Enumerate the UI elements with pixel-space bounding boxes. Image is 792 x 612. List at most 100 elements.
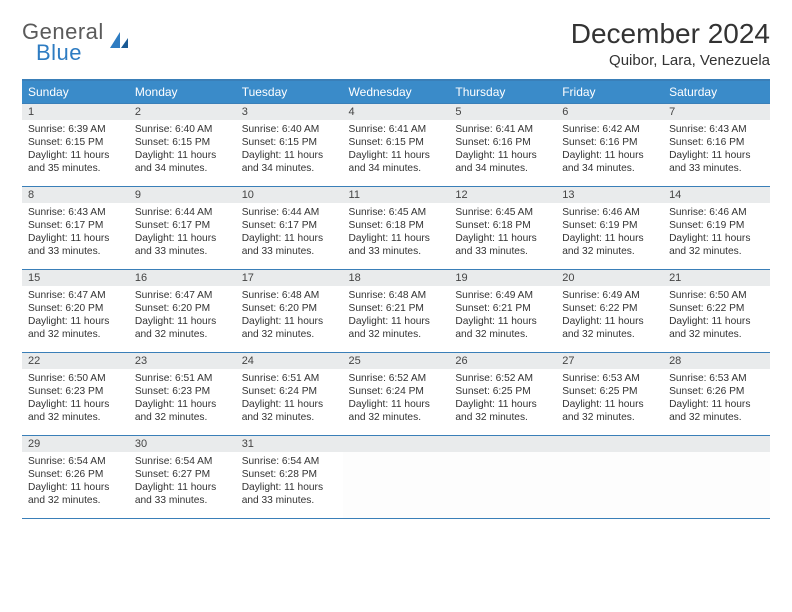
calendar-cell: 15Sunrise: 6:47 AMSunset: 6:20 PMDayligh… <box>22 270 129 353</box>
day-info: Sunrise: 6:50 AMSunset: 6:22 PMDaylight:… <box>663 286 770 345</box>
calendar-cell: 18Sunrise: 6:48 AMSunset: 6:21 PMDayligh… <box>343 270 450 353</box>
day-number: 2 <box>129 104 236 120</box>
day-number: 31 <box>236 436 343 452</box>
day-info: Sunrise: 6:45 AMSunset: 6:18 PMDaylight:… <box>449 203 556 262</box>
weekday-tuesday: Tuesday <box>236 80 343 104</box>
calendar-row: 22Sunrise: 6:50 AMSunset: 6:23 PMDayligh… <box>22 353 770 436</box>
day-number: 12 <box>449 187 556 203</box>
calendar-cell: 9Sunrise: 6:44 AMSunset: 6:17 PMDaylight… <box>129 187 236 270</box>
day-info: Sunrise: 6:40 AMSunset: 6:15 PMDaylight:… <box>236 120 343 179</box>
calendar-cell <box>343 436 450 519</box>
calendar-cell: 21Sunrise: 6:50 AMSunset: 6:22 PMDayligh… <box>663 270 770 353</box>
day-number: 6 <box>556 104 663 120</box>
day-info: Sunrise: 6:48 AMSunset: 6:21 PMDaylight:… <box>343 286 450 345</box>
day-number: 30 <box>129 436 236 452</box>
calendar-cell: 28Sunrise: 6:53 AMSunset: 6:26 PMDayligh… <box>663 353 770 436</box>
day-info: Sunrise: 6:43 AMSunset: 6:16 PMDaylight:… <box>663 120 770 179</box>
day-number: 8 <box>22 187 129 203</box>
day-info: Sunrise: 6:53 AMSunset: 6:25 PMDaylight:… <box>556 369 663 428</box>
day-info: Sunrise: 6:39 AMSunset: 6:15 PMDaylight:… <box>22 120 129 179</box>
calendar-cell: 11Sunrise: 6:45 AMSunset: 6:18 PMDayligh… <box>343 187 450 270</box>
day-number: 27 <box>556 353 663 369</box>
day-number: 19 <box>449 270 556 286</box>
day-number-empty <box>556 436 663 452</box>
calendar-cell: 26Sunrise: 6:52 AMSunset: 6:25 PMDayligh… <box>449 353 556 436</box>
day-number: 20 <box>556 270 663 286</box>
calendar-cell: 22Sunrise: 6:50 AMSunset: 6:23 PMDayligh… <box>22 353 129 436</box>
day-info: Sunrise: 6:44 AMSunset: 6:17 PMDaylight:… <box>236 203 343 262</box>
calendar-cell: 13Sunrise: 6:46 AMSunset: 6:19 PMDayligh… <box>556 187 663 270</box>
logo-text: General Blue <box>22 22 104 64</box>
day-number: 29 <box>22 436 129 452</box>
calendar-cell: 4Sunrise: 6:41 AMSunset: 6:15 PMDaylight… <box>343 104 450 187</box>
calendar-cell: 7Sunrise: 6:43 AMSunset: 6:16 PMDaylight… <box>663 104 770 187</box>
day-number: 4 <box>343 104 450 120</box>
day-info: Sunrise: 6:49 AMSunset: 6:21 PMDaylight:… <box>449 286 556 345</box>
page-header: General Blue December 2024 Quibor, Lara,… <box>22 18 770 69</box>
day-number: 9 <box>129 187 236 203</box>
calendar-cell: 24Sunrise: 6:51 AMSunset: 6:24 PMDayligh… <box>236 353 343 436</box>
day-info: Sunrise: 6:44 AMSunset: 6:17 PMDaylight:… <box>129 203 236 262</box>
day-info: Sunrise: 6:41 AMSunset: 6:16 PMDaylight:… <box>449 120 556 179</box>
day-number: 13 <box>556 187 663 203</box>
calendar-cell: 19Sunrise: 6:49 AMSunset: 6:21 PMDayligh… <box>449 270 556 353</box>
weekday-monday: Monday <box>129 80 236 104</box>
day-info: Sunrise: 6:54 AMSunset: 6:28 PMDaylight:… <box>236 452 343 511</box>
day-number: 15 <box>22 270 129 286</box>
day-info: Sunrise: 6:46 AMSunset: 6:19 PMDaylight:… <box>663 203 770 262</box>
calendar-cell: 30Sunrise: 6:54 AMSunset: 6:27 PMDayligh… <box>129 436 236 519</box>
weekday-thursday: Thursday <box>449 80 556 104</box>
calendar-cell: 23Sunrise: 6:51 AMSunset: 6:23 PMDayligh… <box>129 353 236 436</box>
day-info: Sunrise: 6:41 AMSunset: 6:15 PMDaylight:… <box>343 120 450 179</box>
day-info: Sunrise: 6:51 AMSunset: 6:23 PMDaylight:… <box>129 369 236 428</box>
day-number: 10 <box>236 187 343 203</box>
day-info: Sunrise: 6:48 AMSunset: 6:20 PMDaylight:… <box>236 286 343 345</box>
day-info: Sunrise: 6:40 AMSunset: 6:15 PMDaylight:… <box>129 120 236 179</box>
calendar-cell: 16Sunrise: 6:47 AMSunset: 6:20 PMDayligh… <box>129 270 236 353</box>
day-number: 28 <box>663 353 770 369</box>
calendar-cell: 5Sunrise: 6:41 AMSunset: 6:16 PMDaylight… <box>449 104 556 187</box>
calendar-row: 29Sunrise: 6:54 AMSunset: 6:26 PMDayligh… <box>22 436 770 519</box>
day-number: 24 <box>236 353 343 369</box>
day-number: 18 <box>343 270 450 286</box>
day-info: Sunrise: 6:51 AMSunset: 6:24 PMDaylight:… <box>236 369 343 428</box>
day-number: 5 <box>449 104 556 120</box>
calendar-cell: 25Sunrise: 6:52 AMSunset: 6:24 PMDayligh… <box>343 353 450 436</box>
logo: General Blue <box>22 22 130 64</box>
day-info: Sunrise: 6:54 AMSunset: 6:26 PMDaylight:… <box>22 452 129 511</box>
day-number: 11 <box>343 187 450 203</box>
day-info: Sunrise: 6:47 AMSunset: 6:20 PMDaylight:… <box>22 286 129 345</box>
day-info: Sunrise: 6:52 AMSunset: 6:25 PMDaylight:… <box>449 369 556 428</box>
weekday-header-row: Sunday Monday Tuesday Wednesday Thursday… <box>22 80 770 104</box>
day-info: Sunrise: 6:46 AMSunset: 6:19 PMDaylight:… <box>556 203 663 262</box>
calendar-cell <box>556 436 663 519</box>
day-number: 22 <box>22 353 129 369</box>
calendar-row: 1Sunrise: 6:39 AMSunset: 6:15 PMDaylight… <box>22 104 770 187</box>
day-number: 14 <box>663 187 770 203</box>
calendar-cell: 20Sunrise: 6:49 AMSunset: 6:22 PMDayligh… <box>556 270 663 353</box>
calendar-cell: 31Sunrise: 6:54 AMSunset: 6:28 PMDayligh… <box>236 436 343 519</box>
calendar-body: 1Sunrise: 6:39 AMSunset: 6:15 PMDaylight… <box>22 104 770 519</box>
calendar-table: Sunday Monday Tuesday Wednesday Thursday… <box>22 79 770 519</box>
day-number: 17 <box>236 270 343 286</box>
day-info: Sunrise: 6:54 AMSunset: 6:27 PMDaylight:… <box>129 452 236 511</box>
day-number: 3 <box>236 104 343 120</box>
calendar-cell <box>663 436 770 519</box>
day-number: 21 <box>663 270 770 286</box>
day-number: 1 <box>22 104 129 120</box>
calendar-cell: 14Sunrise: 6:46 AMSunset: 6:19 PMDayligh… <box>663 187 770 270</box>
calendar-cell: 2Sunrise: 6:40 AMSunset: 6:15 PMDaylight… <box>129 104 236 187</box>
calendar-cell: 3Sunrise: 6:40 AMSunset: 6:15 PMDaylight… <box>236 104 343 187</box>
day-number: 7 <box>663 104 770 120</box>
calendar-row: 15Sunrise: 6:47 AMSunset: 6:20 PMDayligh… <box>22 270 770 353</box>
calendar-row: 8Sunrise: 6:43 AMSunset: 6:17 PMDaylight… <box>22 187 770 270</box>
calendar-cell: 12Sunrise: 6:45 AMSunset: 6:18 PMDayligh… <box>449 187 556 270</box>
location: Quibor, Lara, Venezuela <box>571 52 770 69</box>
calendar-cell: 10Sunrise: 6:44 AMSunset: 6:17 PMDayligh… <box>236 187 343 270</box>
day-number-empty <box>663 436 770 452</box>
month-title: December 2024 <box>571 18 770 50</box>
calendar-cell: 29Sunrise: 6:54 AMSunset: 6:26 PMDayligh… <box>22 436 129 519</box>
day-info: Sunrise: 6:47 AMSunset: 6:20 PMDaylight:… <box>129 286 236 345</box>
day-number-empty <box>343 436 450 452</box>
day-info: Sunrise: 6:50 AMSunset: 6:23 PMDaylight:… <box>22 369 129 428</box>
